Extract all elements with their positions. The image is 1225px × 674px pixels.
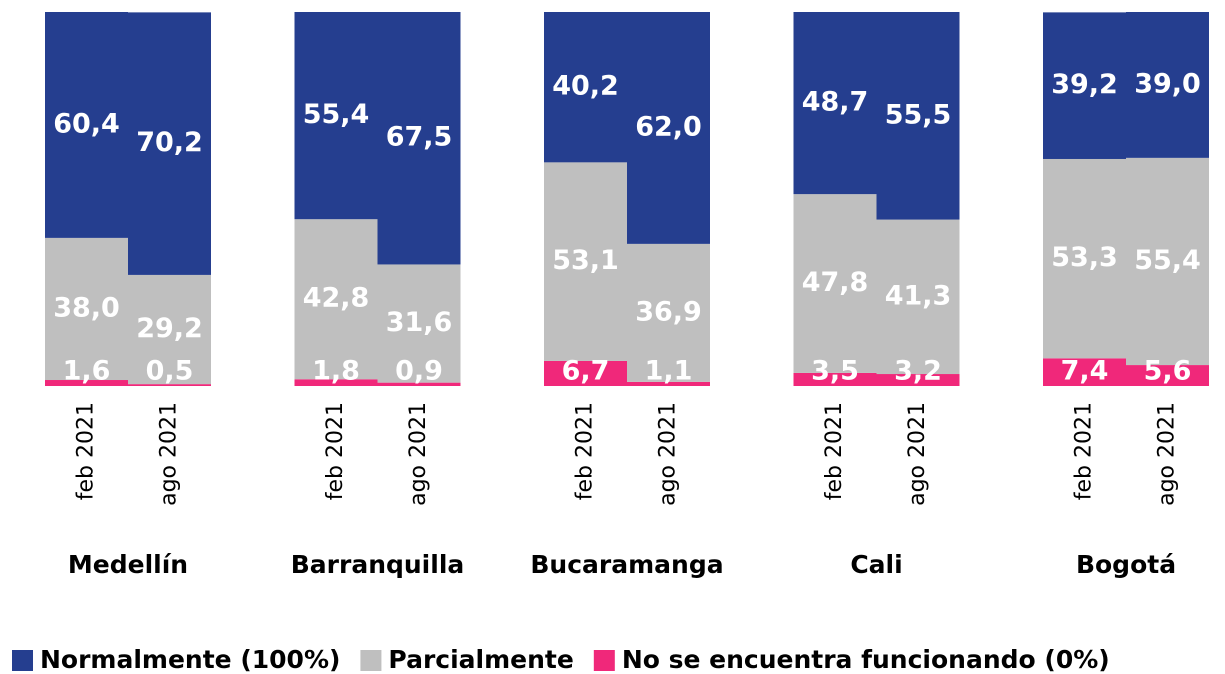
legend-label: Normalmente (100%) <box>40 645 340 674</box>
value-label: 53,1 <box>552 245 619 276</box>
x-tick-label: feb 2021 <box>323 402 348 500</box>
value-label: 60,4 <box>53 108 120 139</box>
value-label: 47,8 <box>802 267 869 298</box>
bar-segment <box>876 219 960 375</box>
group-label: Medellín <box>68 550 188 579</box>
value-label: 70,2 <box>136 127 203 158</box>
value-label: 1,6 <box>63 356 111 387</box>
legend-swatch <box>360 650 382 671</box>
bar-segment <box>1043 158 1126 359</box>
x-tick-label: ago 2021 <box>157 402 182 506</box>
x-tick-label: feb 2021 <box>74 402 99 500</box>
value-label: 1,8 <box>312 356 360 387</box>
value-label: 55,4 <box>1134 245 1201 276</box>
value-label: 67,5 <box>386 122 453 153</box>
bar-segment <box>1126 365 1209 386</box>
legend-label: Parcialmente <box>388 645 573 674</box>
value-label: 5,6 <box>1144 356 1192 387</box>
bar-segment <box>627 381 710 386</box>
bar-segment <box>128 274 211 385</box>
legend-label: No se encuentra funcionando (0%) <box>622 645 1110 674</box>
bar-segment <box>793 194 877 373</box>
x-tick-label: feb 2021 <box>573 402 598 500</box>
value-label: 48,7 <box>802 87 869 118</box>
value-label: 38,0 <box>53 292 120 323</box>
bar-segment <box>544 162 627 361</box>
bar-segment <box>627 243 710 382</box>
bar-segment <box>1126 157 1209 366</box>
value-label: 55,4 <box>303 99 370 130</box>
bar-segment <box>45 12 128 238</box>
bar-segment <box>294 12 378 220</box>
value-label: 53,3 <box>1051 242 1118 273</box>
value-label: 29,2 <box>136 313 203 344</box>
group-label: Bogotá <box>1076 550 1176 579</box>
bar-segment <box>544 360 627 386</box>
bar-segment <box>544 12 627 163</box>
group-label: Barranquilla <box>291 550 465 579</box>
bar-segment <box>1043 12 1126 159</box>
bar-segment <box>294 219 378 380</box>
value-label: 39,0 <box>1134 68 1201 99</box>
value-label: 55,5 <box>885 99 952 130</box>
x-tick-label: ago 2021 <box>1155 402 1180 506</box>
value-label: 6,7 <box>562 356 610 387</box>
value-label: 3,2 <box>894 356 942 387</box>
value-label: 40,2 <box>552 71 619 102</box>
value-label: 7,4 <box>1061 356 1109 387</box>
bar-segment <box>793 372 877 386</box>
bar-segment <box>876 12 960 220</box>
x-tick-label: ago 2021 <box>406 402 431 506</box>
legend-swatch <box>12 650 33 671</box>
bar-segment <box>377 12 461 265</box>
group-label: Bucaramanga <box>530 550 723 579</box>
value-label: 36,9 <box>635 296 702 327</box>
value-label: 41,3 <box>885 280 952 311</box>
bar-segment <box>627 12 710 244</box>
value-label: 0,9 <box>395 356 443 387</box>
value-label: 31,6 <box>386 307 453 338</box>
bar-segment <box>128 12 211 275</box>
bar-segment <box>128 384 211 386</box>
bar-segment <box>1043 358 1126 386</box>
x-tick-label: ago 2021 <box>905 402 930 506</box>
bar-segment <box>294 379 378 386</box>
x-tick-label: feb 2021 <box>822 402 847 500</box>
group-label: Cali <box>850 550 902 579</box>
x-tick-label: ago 2021 <box>656 402 681 506</box>
bar-segment <box>377 382 461 386</box>
value-label: 1,1 <box>645 356 693 387</box>
bar-segment <box>1126 12 1209 158</box>
bar-segment <box>45 380 128 386</box>
value-label: 62,0 <box>635 111 702 142</box>
value-label: 39,2 <box>1051 69 1118 100</box>
legend-swatch <box>593 650 615 671</box>
bar-segment <box>377 264 461 383</box>
bar-segment <box>793 12 877 195</box>
bar-segment <box>45 237 128 381</box>
value-label: 42,8 <box>303 283 370 314</box>
value-label: 0,5 <box>146 356 194 387</box>
value-label: 3,5 <box>811 356 859 387</box>
bar-segment <box>876 374 960 386</box>
x-tick-label: feb 2021 <box>1072 402 1097 500</box>
